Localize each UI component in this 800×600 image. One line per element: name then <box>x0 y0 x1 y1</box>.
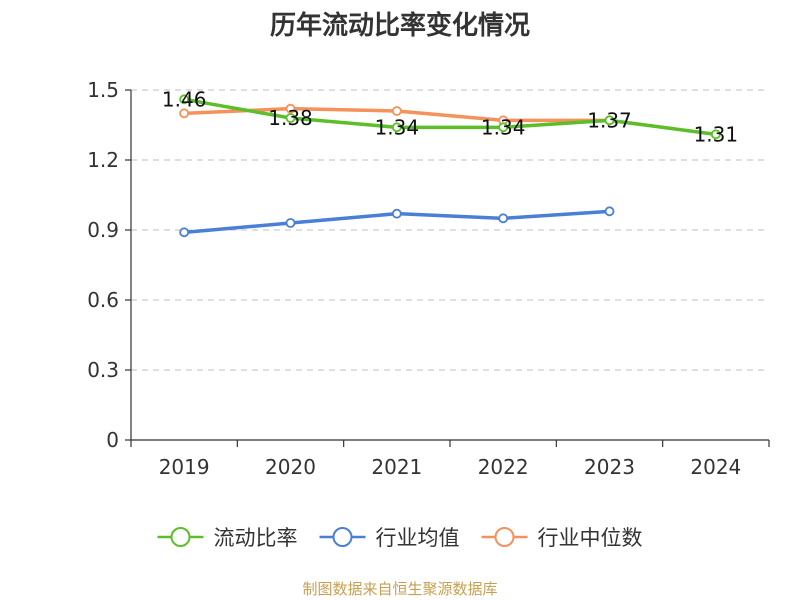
legend-marker <box>332 527 353 547</box>
legend-label: 行业均值 <box>376 526 460 550</box>
series-point <box>179 108 190 119</box>
x-tick-label: 2021 <box>371 455 422 479</box>
y-tick-label: 1.5 <box>87 78 119 102</box>
axes: 0 0.3 0.6 0.9 1.2 1.5 2019 2020 2021 2022 2023 2024 <box>87 78 770 479</box>
legend-marker <box>170 527 191 547</box>
legend-item[interactable]: 流动比率 <box>157 526 298 550</box>
x-tick-label: 2024 <box>690 455 741 479</box>
series-line <box>183 97 717 137</box>
legend-label: 流动比率 <box>214 526 298 550</box>
legend-item[interactable]: 行业中位数 <box>481 526 643 550</box>
series-point <box>285 218 296 228</box>
series-point <box>604 206 615 217</box>
source-note: 制图数据来自恒生聚源数据库 <box>302 580 497 598</box>
data-label: 1.34 <box>481 115 526 139</box>
series-point <box>391 208 402 219</box>
series-point <box>710 129 721 140</box>
data-label: 1.34 <box>375 115 420 139</box>
y-tick-label: 0 <box>106 428 119 452</box>
data-label: 1.46 <box>162 87 207 111</box>
series-point <box>391 122 402 133</box>
series-point <box>604 115 615 126</box>
series-point <box>391 106 402 116</box>
x-tick-label: 2022 <box>478 455 529 479</box>
series-point <box>285 103 296 114</box>
legend-marker <box>494 527 515 547</box>
legend-item[interactable]: 行业均值 <box>319 526 460 550</box>
data-label: 1.37 <box>587 108 632 132</box>
x-tick-label: 2020 <box>265 455 316 479</box>
data-labels: 1.46 1.38 1.34 1.34 1.37 1.31 <box>162 87 738 146</box>
x-tick-label: 2019 <box>159 455 210 479</box>
y-tick-label: 1.2 <box>87 148 119 172</box>
data-label: 1.38 <box>268 106 313 130</box>
y-tick-label: 0.3 <box>87 358 119 382</box>
legend-label: 行业中位数 <box>538 526 643 550</box>
data-label: 1.31 <box>694 122 739 146</box>
series-point <box>498 122 509 133</box>
series-point <box>498 213 509 224</box>
y-tick-label: 0.9 <box>87 218 119 242</box>
y-tick-label: 0.6 <box>87 288 119 312</box>
grid-lines <box>131 89 769 371</box>
x-tick-label: 2023 <box>584 455 635 479</box>
series-point <box>179 94 190 105</box>
chart-title: 历年流动比率变化情况 <box>270 10 530 41</box>
series-layer <box>179 94 721 238</box>
legend: 流动比率 行业均值 行业中位数 <box>157 526 643 550</box>
series-point <box>179 227 190 238</box>
series-point <box>285 113 296 123</box>
